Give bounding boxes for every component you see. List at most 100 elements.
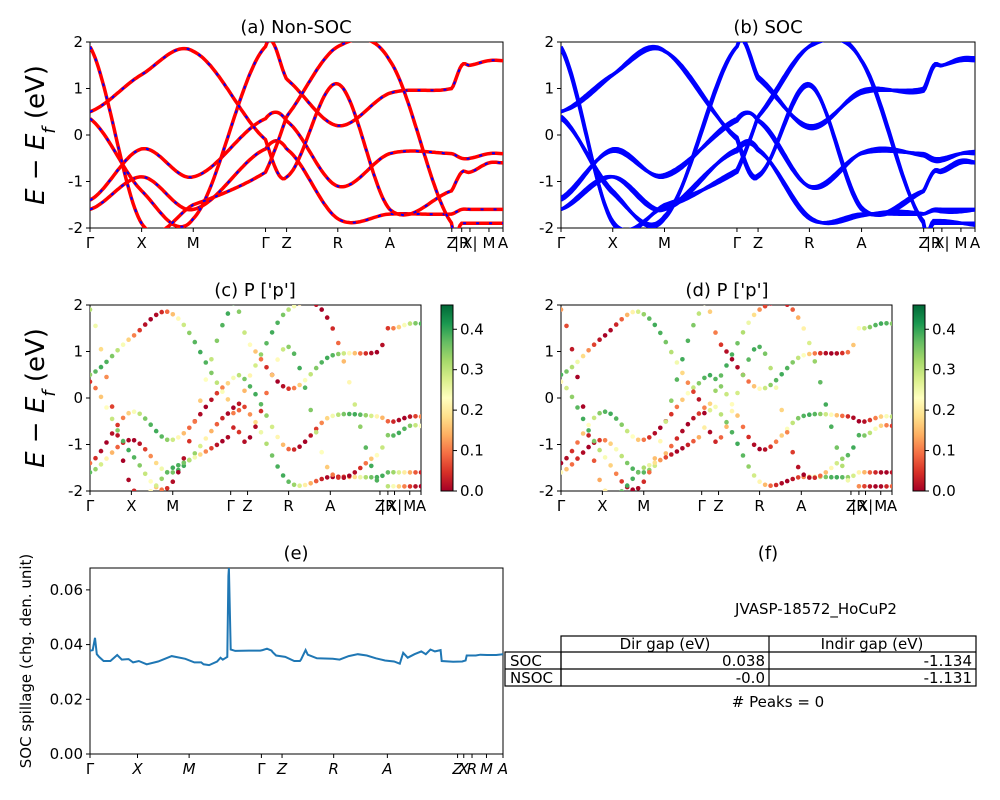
projection-point (790, 420, 795, 426)
projection-point (313, 430, 319, 435)
projection-point (242, 376, 247, 382)
projection-point (751, 384, 757, 389)
colorbar-tick-label: 0.3 (932, 361, 956, 379)
projection-point (413, 484, 418, 489)
projection-point (784, 430, 790, 435)
projection-point (352, 474, 358, 480)
projection-point (680, 370, 685, 376)
projection-point (669, 443, 674, 449)
projection-point (319, 420, 325, 426)
panel-c-title: (c) P ['p'] (214, 280, 296, 301)
spillage-series (90, 568, 503, 667)
projection-point (358, 474, 363, 480)
colorbar-tick-label: 0.1 (932, 442, 956, 460)
projection-point (115, 348, 120, 353)
projection-point (131, 455, 137, 460)
projection-point (867, 324, 873, 330)
projection-point (845, 478, 851, 483)
projection-point (773, 482, 779, 488)
projection-point (602, 455, 608, 460)
projection-point (407, 414, 413, 419)
gE-xtick-label: A (497, 760, 508, 778)
projection-point (680, 357, 685, 362)
projection-point (801, 413, 806, 419)
projection-point (385, 432, 391, 438)
projection-point (148, 489, 153, 491)
projection-point (635, 470, 641, 475)
projection-point (762, 385, 768, 391)
projection-point (131, 333, 137, 338)
projection-point (856, 432, 862, 438)
gD-xtick-label: Γ (697, 497, 706, 515)
projection-point (635, 309, 641, 315)
projection-point (624, 460, 630, 466)
gE-ytick-label: 0.06 (50, 581, 83, 599)
gB-bands (561, 42, 975, 228)
projection-point (176, 463, 181, 468)
projection-point (187, 457, 192, 463)
projection-point (718, 342, 724, 348)
projection-point (735, 413, 740, 418)
projection-point (647, 463, 652, 468)
gB-ytick-label: -1 (539, 173, 554, 191)
projection-point (341, 475, 347, 481)
projection-point (148, 453, 153, 459)
projection-point (291, 447, 297, 452)
projection-point (104, 440, 109, 445)
gD-xtick-label: A (887, 497, 898, 515)
projection-point (751, 473, 757, 478)
projection-point (762, 482, 768, 488)
projection-point (768, 382, 773, 388)
projection-point (214, 421, 220, 427)
projection-point (751, 312, 757, 318)
projection-point (591, 342, 597, 348)
projection-point (613, 471, 619, 477)
projection-point (851, 415, 856, 421)
projection-point (380, 445, 385, 450)
projection-point (779, 433, 784, 438)
projection-point (575, 374, 580, 380)
projection-point (801, 326, 806, 331)
gB-ytick-label: 0 (544, 126, 554, 144)
gap-table (504, 635, 977, 687)
projection-point (707, 401, 713, 407)
projection-point (98, 448, 104, 454)
projection-point (126, 410, 131, 416)
projection-point (286, 446, 291, 452)
projection-point (313, 365, 319, 371)
gA-xtick-label: A (498, 234, 509, 252)
projection-point (845, 452, 851, 458)
projection-point (109, 353, 115, 359)
band-line (90, 46, 503, 217)
projection-point (413, 423, 418, 428)
projection-point (713, 439, 718, 445)
projection-point (402, 426, 407, 432)
projection-point (658, 438, 663, 444)
projection-point (153, 460, 159, 466)
gA-xtick-label: M (187, 234, 200, 252)
projection-point (779, 407, 784, 413)
projection-point (402, 470, 407, 475)
projection-point (614, 493, 619, 498)
gC-xtick-label: Z (375, 497, 385, 515)
projection-point (396, 484, 402, 489)
projection-point (126, 477, 131, 483)
projection-point (93, 385, 98, 391)
projection-point (148, 422, 153, 428)
projection-point (834, 351, 840, 356)
projection-point (823, 402, 829, 407)
gC-ytick-label: -1 (68, 436, 83, 454)
projection-point (889, 321, 892, 326)
projection-point (878, 423, 884, 429)
projection-point (674, 449, 680, 454)
projection-point (280, 347, 286, 352)
projection-point (674, 377, 680, 382)
gA-xtick-label: M (482, 234, 495, 252)
projection-point (391, 433, 396, 438)
projection-point (619, 489, 624, 491)
projection-point (220, 438, 225, 444)
projection-point (702, 410, 707, 416)
projection-point (407, 423, 413, 429)
projection-point (220, 322, 225, 328)
projection-point (784, 426, 790, 432)
